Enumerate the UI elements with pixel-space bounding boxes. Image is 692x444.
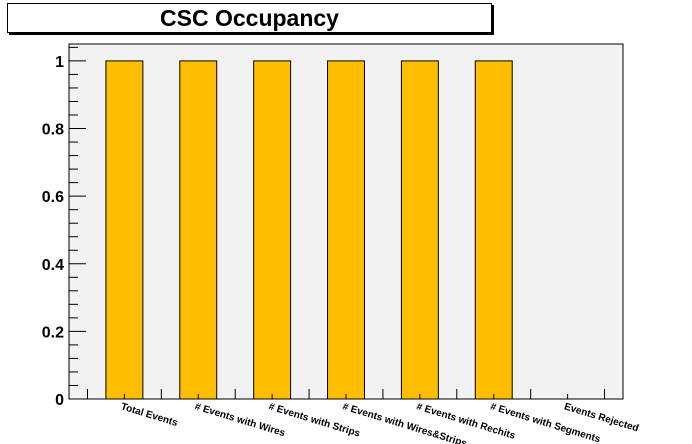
bar-2 [253, 60, 292, 400]
y-tick-label: 0 [55, 392, 64, 409]
x-tick-label: # Events with Wires&Strips [341, 401, 468, 444]
y-tick-label: 0.2 [42, 324, 64, 341]
bar-4 [400, 60, 439, 400]
x-tick-label: Total Events [120, 401, 180, 429]
bar-5 [474, 60, 513, 400]
bar-0 [105, 60, 144, 400]
y-tick-label: 0.8 [42, 122, 64, 139]
bar-1 [179, 60, 218, 400]
y-tick-label: 1 [55, 54, 64, 71]
bar-3 [327, 60, 365, 400]
chart-title: CSC Occupancy [7, 3, 492, 33]
y-tick-label: 0.6 [42, 189, 64, 206]
y-tick-label: 0.4 [42, 257, 64, 274]
